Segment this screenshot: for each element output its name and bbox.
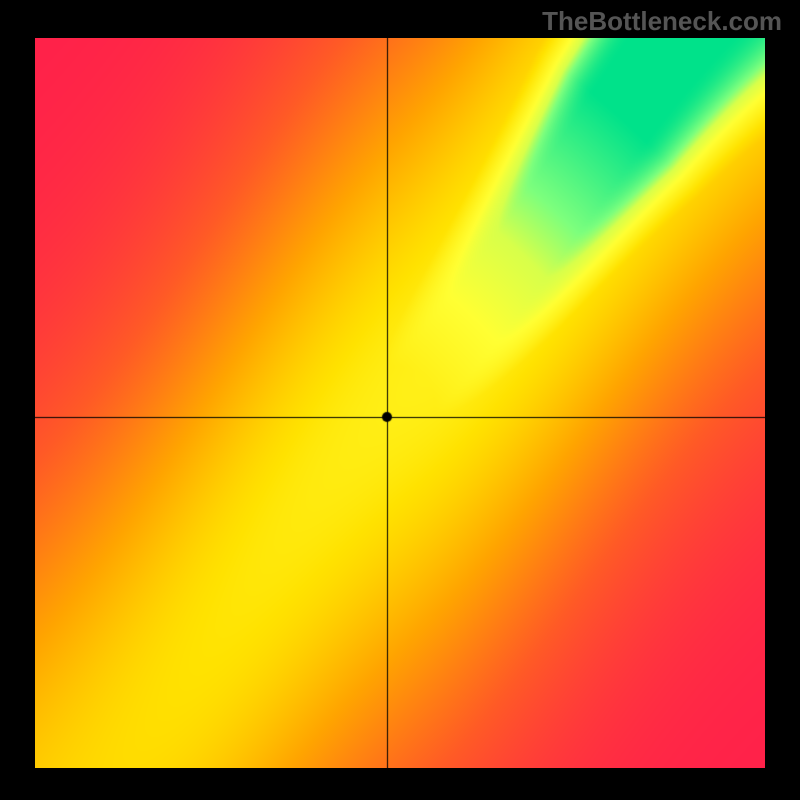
- watermark-text: TheBottleneck.com: [542, 6, 782, 37]
- bottleneck-heatmap: [35, 38, 765, 768]
- page-container: TheBottleneck.com: [0, 0, 800, 800]
